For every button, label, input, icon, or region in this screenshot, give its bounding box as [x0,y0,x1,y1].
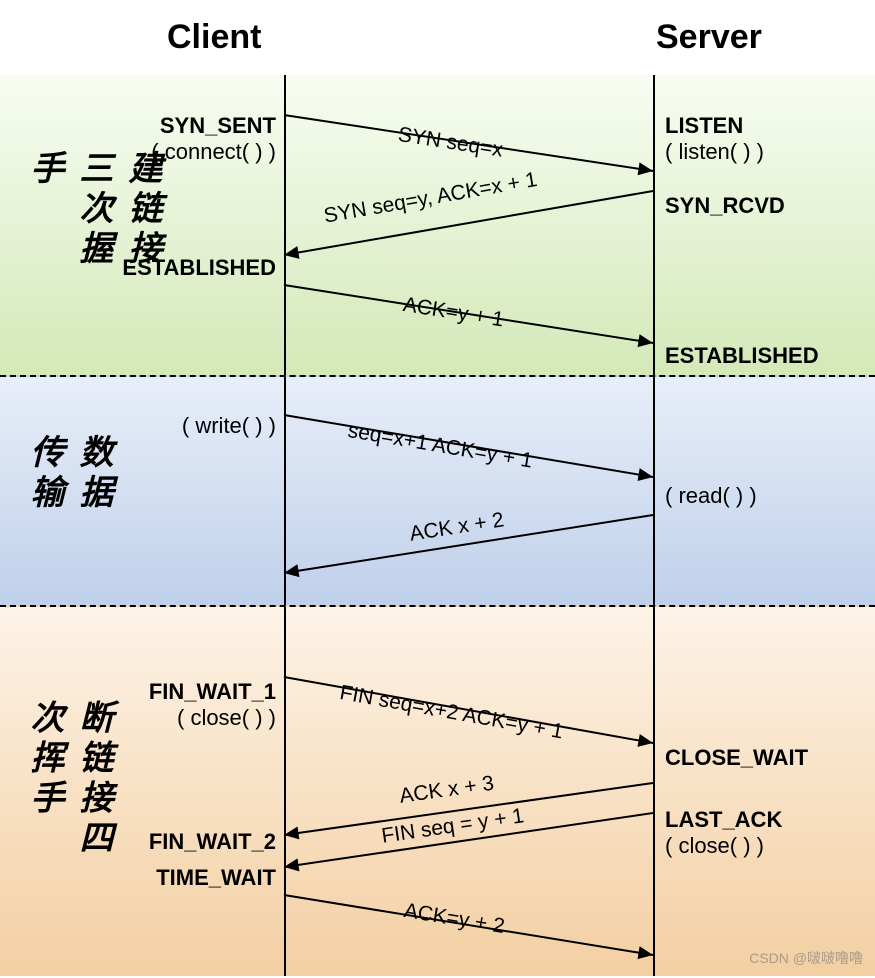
arrow-label: SYN seq=x [396,123,504,163]
arrow-label: ACK x + 2 [408,508,506,546]
client-state: FIN_WAIT_2 [149,829,276,855]
server-state: LAST_ACK( close( ) ) [665,807,782,859]
server-state: SYN_RCVD [665,193,785,219]
server-lifeline [653,377,655,605]
server-header: Server [656,18,762,57]
server-state: ESTABLISHED [665,343,819,369]
sections-container: 建链接三次握手SYN_SENT( connect( ) )ESTABLISHED… [0,75,875,976]
section-transfer: 数据传输 ( write( ) ) ( read( ) ) seq=x+1 ACK=y… [0,375,875,605]
client-state: TIME_WAIT [156,865,276,891]
client-state: FIN_WAIT_1( close( ) ) [149,679,276,731]
client-header: Client [167,18,261,57]
arrow-label: ACK x + 3 [398,772,496,809]
section-close: 断链接四次挥手 FIN_WAIT_1( close( ) ) FIN_WAIT_2 T… [0,605,875,976]
client-state: SYN_SENT( connect( ) ) [151,113,276,165]
client-lifeline [284,607,286,976]
client-state: ( write( ) ) [182,413,276,439]
section-handshake: 建链接三次握手SYN_SENT( connect( ) )ESTABLISHED… [0,75,875,375]
server-state: LISTEN( listen( ) ) [665,113,764,165]
server-state: CLOSE_WAIT [665,745,808,771]
server-lifeline [653,607,655,976]
arrow-label: seq=x+1 ACK=y + 1 [346,419,534,474]
arrow-label: FIN seq = y + 1 [380,804,526,849]
arrow-label: SYN seq=y, ACK=x + 1 [322,168,539,229]
arrow-label: ACK=y + 2 [402,899,506,939]
diagram-header: Client Server [0,0,875,75]
client-lifeline [284,377,286,605]
watermark-text: CSDN @啵啵噜噜 [749,948,863,968]
arrow-label: ACK=y + 1 [401,293,505,332]
client-state: ESTABLISHED [122,255,276,281]
arrow-label: FIN seq=x+2 ACK=y + 1 [338,681,565,744]
server-lifeline [653,75,655,375]
section-side-label: 数据传输 [20,434,118,548]
section-side-label: 断链接四次挥手 [20,699,118,884]
server-state: ( read( ) ) [665,483,757,509]
client-lifeline [284,75,286,375]
